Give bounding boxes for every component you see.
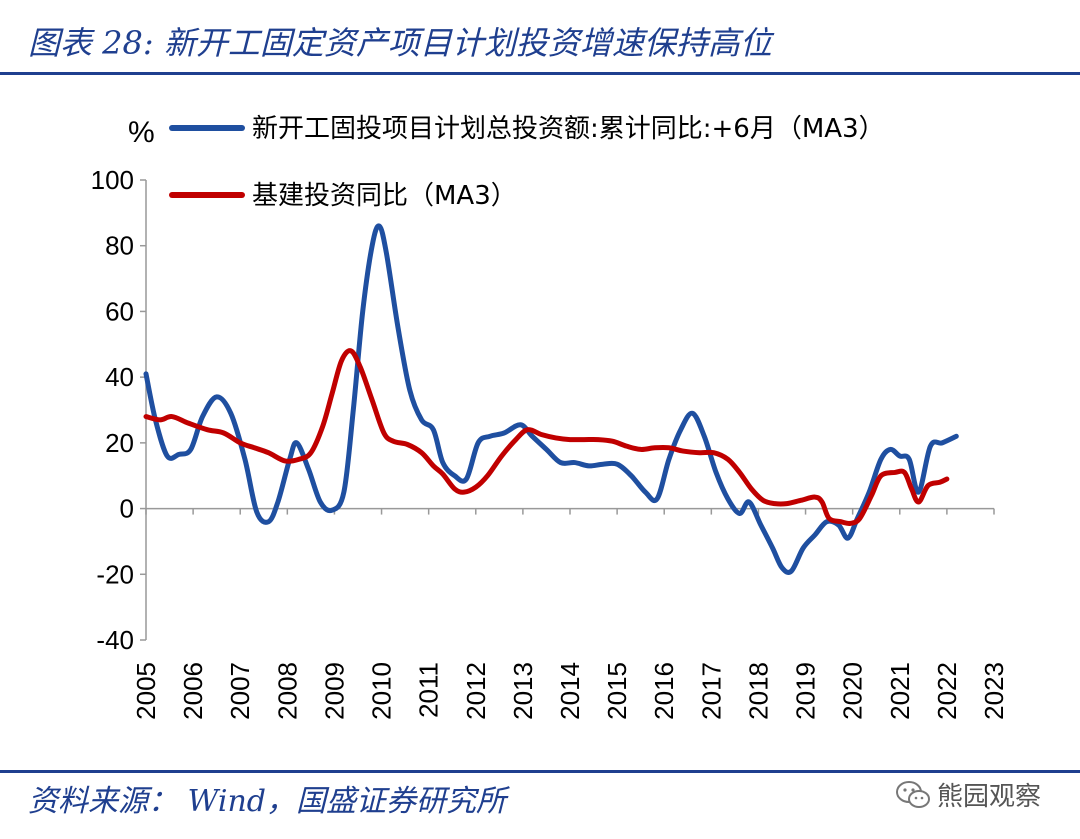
x-tick-label: 2016 — [649, 662, 679, 720]
x-tick-label: 2021 — [885, 662, 915, 720]
chart-legend: % 新开工固投项目计划总投资额:累计同比:+6月（MA3） 基建投资同比（MA3… — [128, 114, 885, 211]
x-tick-label: 2009 — [319, 662, 349, 720]
y-unit-label: % — [128, 116, 155, 149]
chart-ticks: -40 -20 0 20 40 60 80 100 2005 2006 2007 2008 2009 20… — [91, 165, 1009, 720]
x-tick-label: 2007 — [225, 662, 255, 720]
watermark-label: 熊园观察 — [937, 782, 1042, 812]
series-line-infrastructure — [143, 348, 950, 526]
x-tick-label: 2012 — [461, 662, 491, 720]
x-tick-label: 2011 — [414, 662, 444, 718]
y-tick-label: -20 — [96, 559, 134, 589]
line-chart: -40 -20 0 20 40 60 80 100 2005 2006 2007 2008 2009 20… — [91, 114, 1009, 720]
x-tick-label: 2010 — [367, 662, 397, 720]
chart-series — [143, 223, 959, 575]
figure-title: 图表 28: 新开工固定资产项目计划投资增速保持高位 — [28, 24, 772, 62]
x-tick-label: 2008 — [272, 662, 302, 720]
y-tick-label: -40 — [96, 625, 134, 655]
x-tick-label: 2018 — [743, 662, 773, 720]
x-tick-label: 2019 — [791, 662, 821, 720]
y-tick-label: 40 — [105, 362, 134, 392]
legend-label-new-projects: 新开工固投项目计划总投资额:累计同比:+6月（MA3） — [252, 114, 885, 144]
x-tick-label: 2022 — [932, 662, 962, 720]
x-tick-label: 2014 — [555, 662, 585, 720]
y-tick-label: 80 — [105, 231, 134, 261]
chart-axes — [145, 180, 994, 640]
y-tick-label: 0 — [120, 494, 134, 524]
x-tick-label: 2015 — [602, 662, 632, 720]
top-divider — [0, 72, 1080, 75]
x-tick-label: 2020 — [838, 662, 868, 720]
y-tick-label: 20 — [105, 428, 134, 458]
x-tick-label: 2006 — [178, 662, 208, 720]
y-tick-label: 60 — [105, 296, 134, 326]
x-tick-label: 2017 — [696, 662, 726, 720]
bottom-divider — [0, 770, 1080, 773]
source-note: 资料来源： Wind，国盛证券研究所 — [28, 784, 506, 819]
x-tick-label: 2013 — [508, 662, 538, 720]
legend-label-infrastructure: 基建投资同比（MA3） — [252, 181, 517, 211]
wechat-icon — [896, 780, 930, 808]
watermark: 熊园观察 — [895, 776, 1041, 813]
x-tick-label: 2023 — [979, 662, 1009, 720]
y-tick-label: 100 — [91, 165, 134, 195]
x-tick-label: 2005 — [131, 662, 161, 720]
